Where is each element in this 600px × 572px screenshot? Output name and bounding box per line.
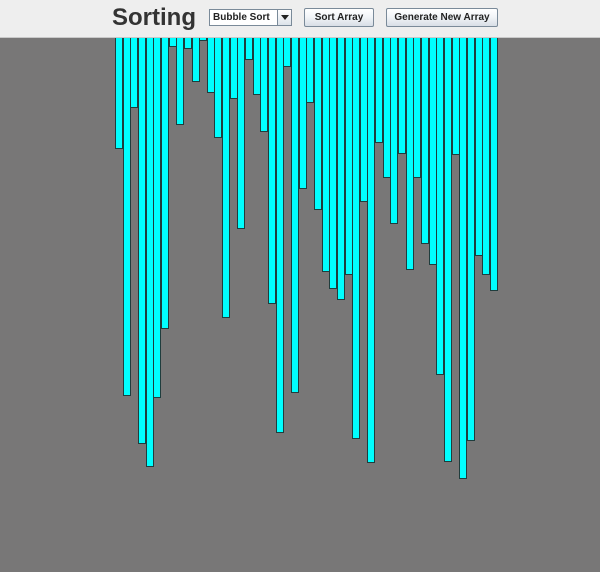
array-bar	[482, 38, 490, 275]
page-title: Sorting	[112, 4, 196, 31]
array-bar	[367, 38, 375, 463]
array-bar	[436, 38, 444, 375]
array-bar	[153, 38, 161, 398]
array-bar	[283, 38, 291, 67]
array-bar	[245, 38, 253, 60]
algorithm-select[interactable]: Bubble Sort	[209, 9, 292, 26]
array-bar	[161, 38, 169, 329]
sort-array-button[interactable]: Sort Array	[304, 8, 374, 27]
array-bar	[123, 38, 131, 396]
array-bar	[291, 38, 299, 393]
array-bar	[306, 38, 314, 103]
array-bar	[444, 38, 452, 462]
array-bar	[352, 38, 360, 439]
array-bar	[184, 38, 192, 49]
array-bar	[138, 38, 146, 444]
toolbar: Sorting Bubble Sort Sort Array Generate …	[0, 0, 600, 38]
algorithm-select-value: Bubble Sort	[213, 12, 270, 23]
array-bars	[0, 38, 600, 572]
array-bar	[421, 38, 429, 244]
array-bar	[276, 38, 284, 433]
array-bar	[413, 38, 421, 178]
array-bar	[467, 38, 475, 441]
array-bar	[214, 38, 222, 138]
array-bar	[459, 38, 467, 479]
array-bar	[490, 38, 498, 291]
chevron-down-icon[interactable]	[277, 10, 291, 25]
array-bar	[176, 38, 184, 125]
generate-new-array-button[interactable]: Generate New Array	[386, 8, 498, 27]
array-bar	[222, 38, 230, 318]
array-bar	[115, 38, 123, 149]
array-bar	[130, 38, 138, 108]
array-bar	[260, 38, 268, 132]
array-bar	[337, 38, 345, 300]
array-bar	[314, 38, 322, 210]
array-bar	[375, 38, 383, 143]
array-bar	[329, 38, 337, 289]
array-bar	[299, 38, 307, 189]
array-bar	[398, 38, 406, 154]
array-bar	[390, 38, 398, 224]
array-bar	[268, 38, 276, 304]
array-bar	[192, 38, 200, 82]
array-bar	[199, 38, 207, 41]
array-bar	[237, 38, 245, 229]
